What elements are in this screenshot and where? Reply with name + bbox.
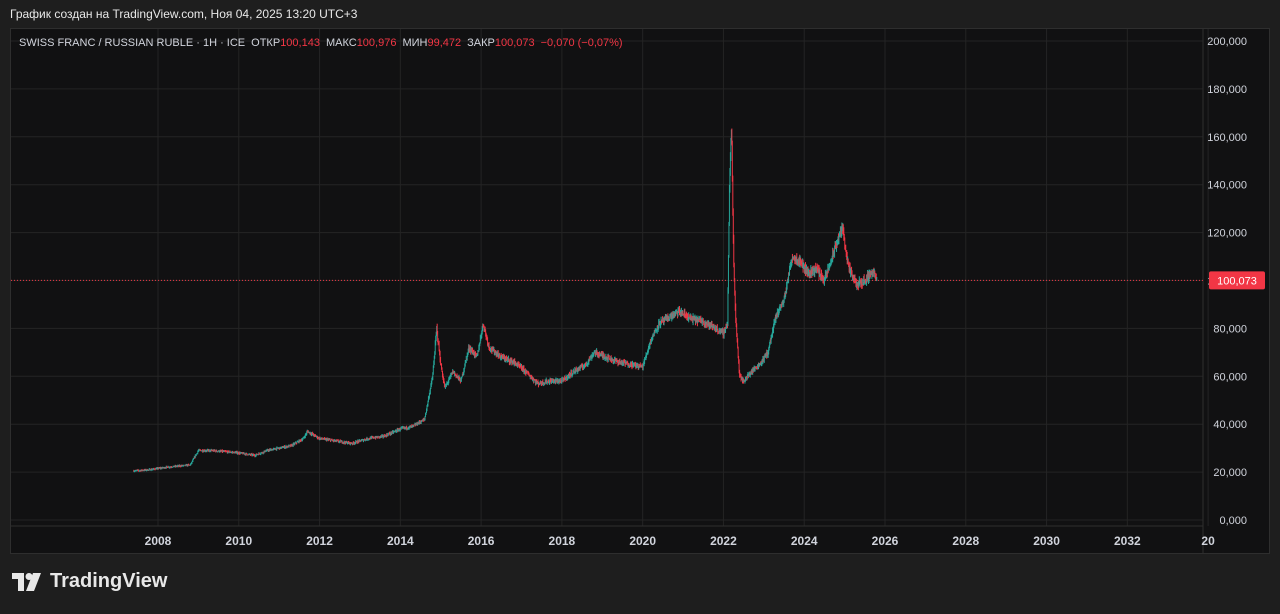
y-tick-label: 180,000 <box>1207 84 1247 96</box>
chart-caption: График создан на TradingView.com, Ноя 04… <box>10 7 358 21</box>
symbol-title[interactable]: SWISS FRANC / RUSSIAN RUBLE · 1H · ICE <box>19 37 246 49</box>
high-value: 100,976 <box>356 37 397 49</box>
x-tick-label: 2012 <box>306 534 333 548</box>
brand-name: TradingView <box>50 570 168 592</box>
x-tick-label: 2010 <box>225 534 252 548</box>
tradingview-logo-icon <box>12 572 41 591</box>
x-tick-label: 20 <box>1201 534 1215 548</box>
x-tick-label: 2028 <box>952 534 979 548</box>
tradingview-logo[interactable]: TradingView <box>12 570 167 593</box>
x-tick-label: 2016 <box>468 534 495 548</box>
x-tick-label: 2018 <box>549 534 576 548</box>
low-label: МИН <box>402 37 428 49</box>
price-chart[interactable]: 0,00020,00040,00060,00080,000100,000120,… <box>11 29 1269 553</box>
grid-lines <box>11 29 1209 553</box>
chart-legend: SWISS FRANC / RUSSIAN RUBLE · 1H · ICE О… <box>19 37 623 49</box>
last-price-label: 100,073 <box>1209 271 1265 290</box>
x-tick-label: 2030 <box>1033 534 1060 548</box>
low-value: 99,472 <box>427 37 462 49</box>
y-tick-label: 60,000 <box>1213 371 1247 383</box>
last-price-text: 100,073 <box>1217 275 1257 287</box>
y-tick-label: 200,000 <box>1207 36 1247 48</box>
x-axis[interactable]: 2008 2010 2012 2014 2016 2018 2020 2022 2024 2026… <box>145 534 1215 548</box>
chart-panel[interactable]: 0,00020,00040,00060,00080,000100,000120,… <box>10 28 1270 554</box>
x-tick-label: 2020 <box>629 534 656 548</box>
x-tick-label: 2008 <box>145 534 172 548</box>
high-label: МАКС <box>325 37 357 49</box>
y-tick-label: 80,000 <box>1213 323 1247 335</box>
last-price-badge <box>1209 271 1265 290</box>
y-tick-label: 20,000 <box>1213 467 1247 479</box>
x-tick-label: 2024 <box>791 534 818 548</box>
x-tick-label: 2022 <box>710 534 737 548</box>
y-tick-label: 0,000 <box>1219 515 1247 527</box>
change-value: −0,070 (−0,07%) <box>540 37 623 49</box>
y-tick-label: 120,000 <box>1207 228 1247 240</box>
x-tick-label: 2014 <box>387 534 414 548</box>
y-tick-label: 40,000 <box>1213 419 1247 431</box>
x-tick-label: 2026 <box>872 534 899 548</box>
open-label: ОТКР <box>251 37 281 49</box>
y-tick-label: 140,000 <box>1207 180 1247 192</box>
y-tick-label: 160,000 <box>1207 132 1247 144</box>
open-value: 100,143 <box>280 37 320 49</box>
close-value: 100,073 <box>494 37 535 49</box>
candles <box>133 128 878 473</box>
close-label: ЗАКР <box>467 37 495 49</box>
x-tick-label: 2032 <box>1114 534 1141 548</box>
